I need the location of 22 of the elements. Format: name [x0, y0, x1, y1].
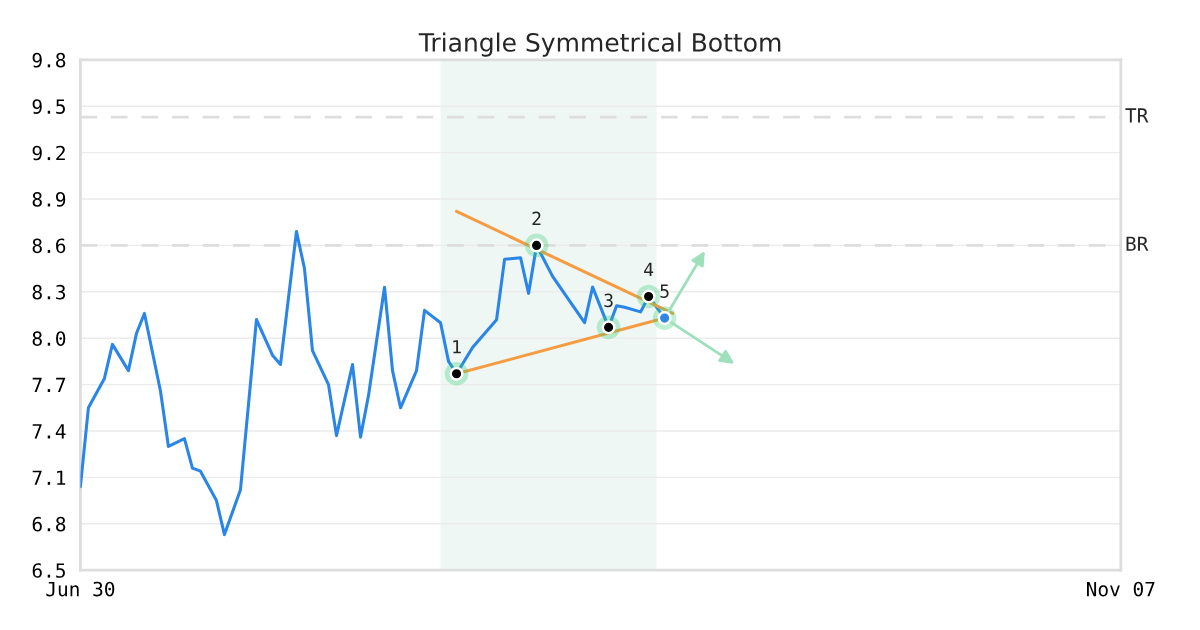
annotation: 5 [660, 284, 669, 298]
ref-line-label: BR [1126, 236, 1149, 251]
x-tick-label: Jun 30 [46, 581, 115, 597]
y-tick-label: 6.8 [32, 516, 66, 532]
ref-line-label: TR [1125, 108, 1149, 123]
y-tick-label: 7.7 [32, 377, 66, 393]
x-tick-label: Nov 07 [1087, 581, 1155, 597]
y-tick-label: 7.1 [32, 470, 66, 485]
annotation: 4 [644, 262, 654, 277]
y-tick-label: 7.4 [32, 424, 66, 439]
chart-title: Triangle Symmetrical Bottom [418, 32, 781, 57]
y-tick-label: 8.0 [32, 331, 66, 346]
annotation: 3 [604, 293, 613, 308]
y-tick-label: 9.2 [32, 145, 65, 161]
y-tick-label: 8.3 [32, 284, 66, 300]
y-tick-label: 9.5 [32, 99, 65, 114]
y-tick-label: 9.8 [32, 52, 66, 68]
y-tick-label: 8.6 [32, 238, 66, 254]
annotation: 1 [453, 340, 461, 354]
y-tick-label: 8.9 [32, 192, 66, 207]
annotation: 2 [532, 211, 541, 225]
y-tick-label: 6.5 [32, 563, 65, 578]
